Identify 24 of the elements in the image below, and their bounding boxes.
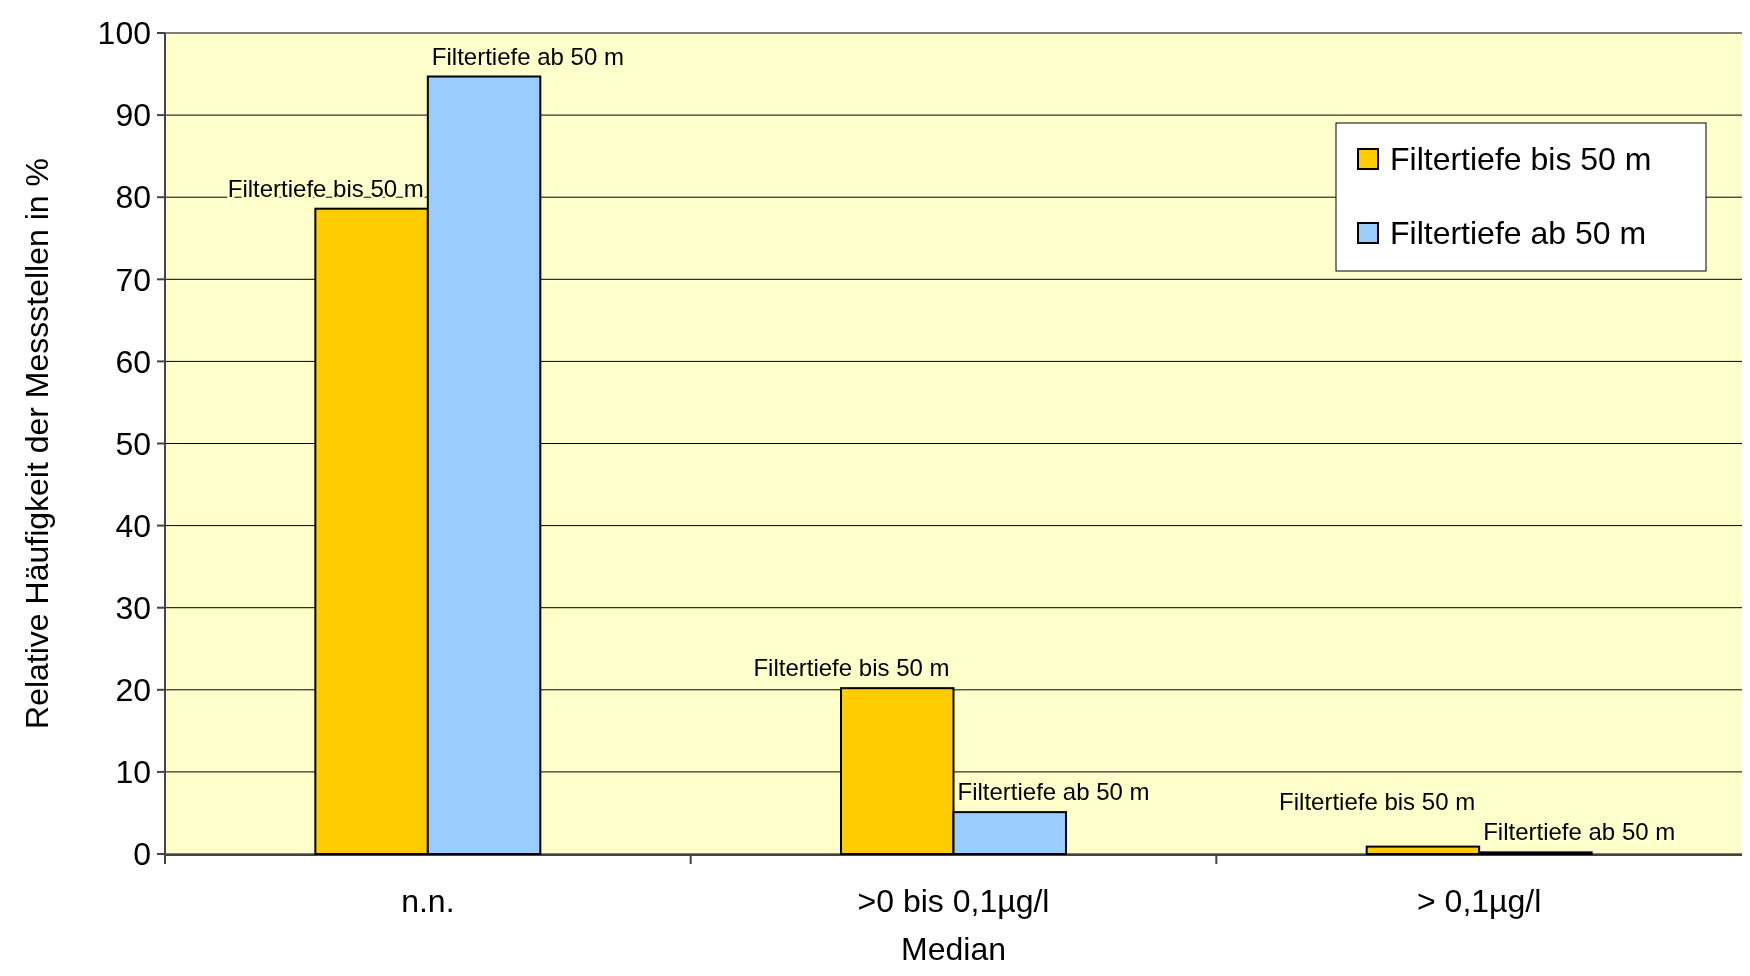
x-tick-label: >0 bis 0,1µg/l xyxy=(857,883,1050,919)
y-axis-title: Relative Häufigkeit der Messstellen in % xyxy=(19,158,55,729)
x-axis-title: Median xyxy=(901,931,1006,967)
y-tick-label: 100 xyxy=(97,15,151,52)
y-tick-label: 80 xyxy=(115,179,151,216)
y-tick-label: 10 xyxy=(115,754,151,791)
legend-label: Filtertiefe bis 50 m xyxy=(1390,141,1652,178)
annotation: Filtertiefe bis 50 m xyxy=(227,174,424,202)
y-tick-label: 0 xyxy=(133,836,151,873)
annotation: Filtertiefe ab 50 m xyxy=(957,778,1150,806)
annotation: Filtertiefe bis 50 m xyxy=(753,654,950,682)
annotation: Filtertiefe ab 50 m xyxy=(431,42,624,70)
annotation: Filtertiefe bis 50 m xyxy=(1279,788,1476,816)
y-tick-label: 20 xyxy=(115,672,151,708)
y-tick-label: 60 xyxy=(115,343,151,380)
y-tick-label: 30 xyxy=(115,589,151,626)
y-tick-label: 90 xyxy=(115,97,151,134)
x-tick-label: n.n. xyxy=(401,883,455,919)
x-tick-label: > 0,1µg/l xyxy=(1417,883,1542,919)
y-tick-label: 50 xyxy=(115,425,151,462)
legend-label: Filtertiefe ab 50 m xyxy=(1390,215,1647,252)
annotation: Filtertiefe ab 50 m xyxy=(1483,818,1676,846)
y-tick-label: 70 xyxy=(115,261,151,298)
y-tick-label: 40 xyxy=(115,507,151,544)
